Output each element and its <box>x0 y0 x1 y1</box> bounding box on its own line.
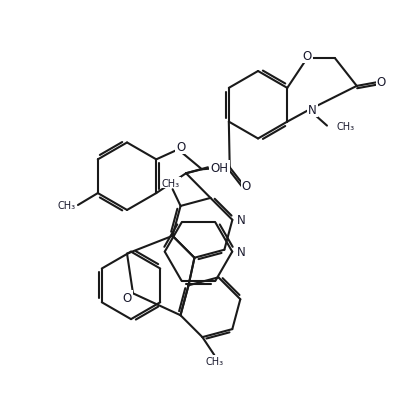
Text: CH₃: CH₃ <box>57 200 75 211</box>
Text: CH₃: CH₃ <box>205 356 224 366</box>
Text: CH₃: CH₃ <box>337 121 355 131</box>
Text: N: N <box>308 104 317 117</box>
Text: N: N <box>237 214 246 227</box>
Text: O: O <box>122 291 132 304</box>
Text: O: O <box>176 141 185 154</box>
Text: O: O <box>303 50 312 63</box>
Text: O: O <box>242 179 251 192</box>
Text: CH₃: CH₃ <box>162 178 180 188</box>
Text: OH: OH <box>211 162 229 174</box>
Text: N: N <box>237 245 246 258</box>
Text: O: O <box>377 76 386 89</box>
